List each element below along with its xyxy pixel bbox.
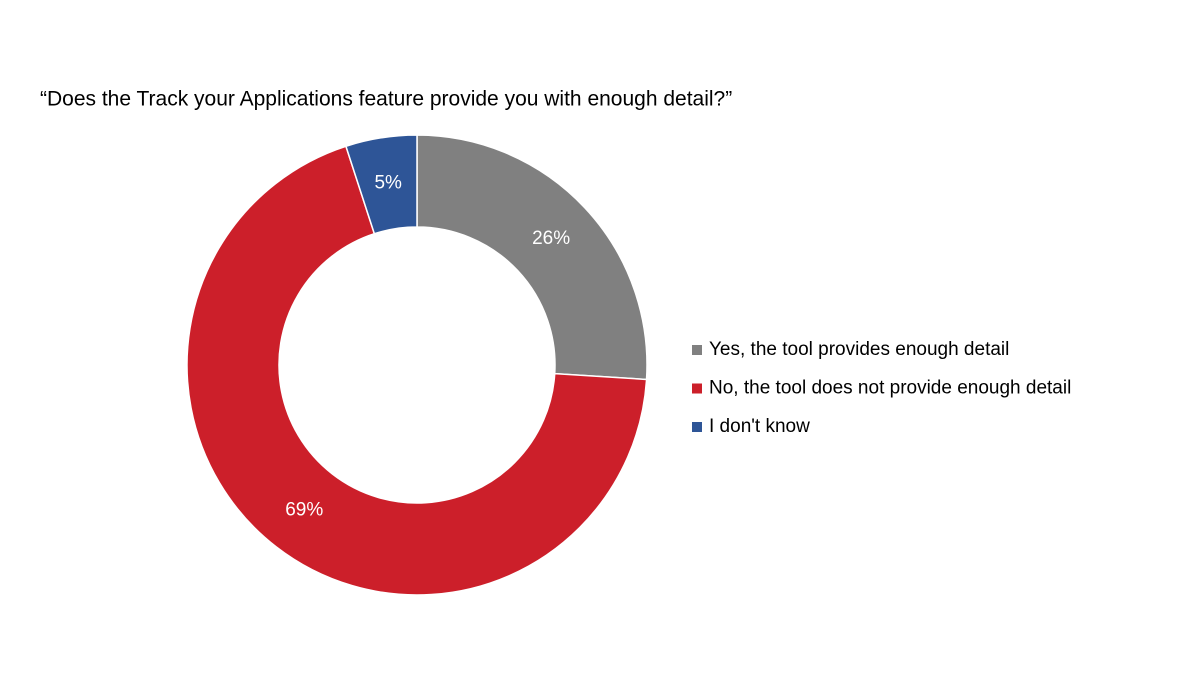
legend-label: Yes, the tool provides enough detail	[709, 339, 1009, 360]
legend-swatch	[692, 345, 702, 355]
chart-title: “Does the Track your Applications featur…	[40, 88, 732, 111]
data-label: 69%	[285, 499, 323, 520]
donut-slice	[344, 134, 418, 235]
donut-slice	[186, 145, 648, 596]
data-label: 5%	[374, 172, 402, 193]
data-label: 26%	[532, 228, 570, 249]
donut-slice	[416, 134, 648, 381]
legend-label: I don't know	[709, 416, 810, 437]
legend-label: No, the tool does not provide enough det…	[709, 378, 1071, 399]
legend-swatch	[692, 422, 702, 432]
legend-swatch	[692, 383, 702, 394]
